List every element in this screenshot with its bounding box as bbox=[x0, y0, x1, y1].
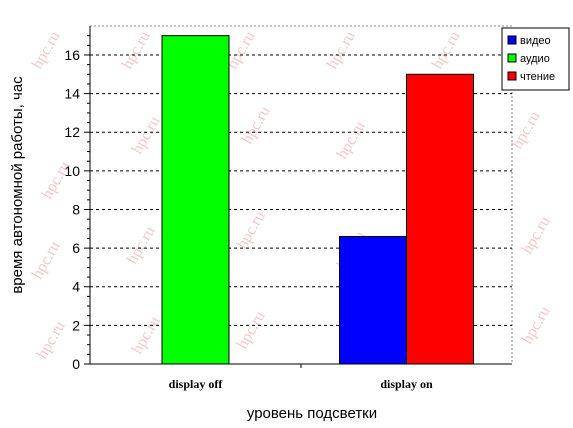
watermark-text: hpc.ru bbox=[234, 208, 269, 252]
legend: видео аудио чтение bbox=[501, 27, 570, 91]
bars bbox=[161, 35, 474, 365]
legend-swatch bbox=[507, 53, 517, 63]
x-category-label: display off bbox=[169, 377, 224, 391]
y-tick-label: 12 bbox=[64, 124, 80, 140]
watermark-text: hpc.ru bbox=[124, 223, 159, 267]
y-tick-label: 4 bbox=[72, 279, 80, 295]
watermark-layer: hpc.ru hpc.ru hpc.ru hpc.ru hpc.ru hpc.ru hpc.… bbox=[29, 28, 554, 362]
y-tick-label: 10 bbox=[64, 163, 80, 179]
y-tick-labels: 0 2 4 6 8 10 12 14 16 bbox=[64, 47, 80, 372]
watermark-text: hpc.ru bbox=[29, 238, 64, 282]
x-axis-title: уровень подсветки bbox=[247, 405, 377, 422]
legend-label: аудио bbox=[520, 53, 550, 65]
bar-1-2 bbox=[406, 73, 474, 365]
bar-0-1 bbox=[161, 35, 230, 365]
watermark-text: hpc.ru bbox=[34, 318, 69, 362]
watermark-text: hpc.ru bbox=[519, 303, 554, 347]
legend-swatch bbox=[507, 71, 517, 81]
axes bbox=[84, 26, 512, 368]
watermark-text: hpc.ru bbox=[119, 28, 154, 72]
y-tick-label: 2 bbox=[72, 317, 80, 333]
watermark-text: hpc.ru bbox=[429, 28, 464, 72]
y-tick-label: 6 bbox=[72, 240, 80, 256]
gridlines bbox=[90, 54, 512, 326]
watermark-text: hpc.ru bbox=[324, 28, 359, 72]
watermark-text: hpc.ru bbox=[239, 103, 274, 147]
watermark-text: hpc.ru bbox=[509, 108, 544, 152]
watermark-text: hpc.ru bbox=[519, 213, 554, 257]
y-axis-title: время автономной работы, час bbox=[9, 76, 26, 294]
y-tick-label: 8 bbox=[72, 201, 80, 217]
watermark-text: hpc.ru bbox=[234, 308, 269, 352]
legend-label: чтение bbox=[520, 71, 555, 83]
watermark-text: hpc.ru bbox=[334, 118, 369, 162]
x-category-labels: display off display on bbox=[169, 377, 433, 391]
watermark-text: hpc.ru bbox=[29, 28, 64, 72]
watermark-text: hpc.ru bbox=[129, 113, 164, 157]
watermark-text: hpc.ru bbox=[129, 313, 164, 357]
y-tick-label: 14 bbox=[64, 86, 80, 102]
bar-1-0 bbox=[339, 236, 407, 365]
y-tick-label: 0 bbox=[72, 356, 80, 372]
legend-swatch bbox=[507, 35, 517, 45]
legend-label: видео bbox=[520, 35, 551, 47]
y-tick-label: 16 bbox=[64, 47, 80, 63]
x-category-label: display on bbox=[380, 377, 433, 391]
